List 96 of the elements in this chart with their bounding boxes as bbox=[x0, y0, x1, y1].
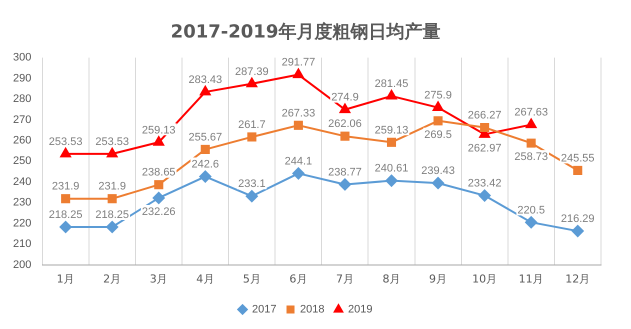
point bbox=[60, 220, 72, 233]
data-label: 218.25 bbox=[48, 209, 82, 222]
x-tick-label: 3月 bbox=[150, 272, 168, 286]
point bbox=[572, 225, 584, 238]
point bbox=[340, 132, 350, 141]
y-tick-label: 300 bbox=[12, 52, 32, 64]
data-label: 287.39 bbox=[235, 66, 269, 78]
point bbox=[200, 144, 210, 154]
data-label: 255.67 bbox=[188, 131, 222, 144]
data-label: 269.5 bbox=[424, 128, 452, 141]
point bbox=[61, 194, 70, 204]
x-tick-label: 11月 bbox=[518, 272, 544, 286]
data-label: 233.1 bbox=[238, 178, 266, 190]
point bbox=[573, 166, 582, 175]
y-tick-label: 280 bbox=[12, 93, 32, 106]
x-tick-label: 10月 bbox=[472, 272, 498, 286]
y-tick-label: 250 bbox=[12, 155, 32, 168]
data-label: 233.42 bbox=[468, 178, 502, 190]
x-tick-label: 7月 bbox=[336, 272, 354, 286]
point bbox=[152, 192, 165, 204]
data-label: 242.6 bbox=[192, 158, 220, 171]
point bbox=[386, 90, 397, 100]
x-tick-label: 6月 bbox=[289, 272, 308, 286]
data-label: 262.06 bbox=[328, 118, 362, 130]
data-label: 231.9 bbox=[98, 180, 126, 193]
point bbox=[525, 216, 538, 228]
y-tick-label: 210 bbox=[12, 238, 32, 250]
point bbox=[247, 132, 256, 142]
chart-title: 2017-2019年月度粗钢日均产量 bbox=[170, 21, 440, 42]
point bbox=[386, 138, 396, 147]
data-label: 283.43 bbox=[188, 74, 222, 86]
y-tick-label: 230 bbox=[12, 196, 32, 209]
point bbox=[293, 68, 304, 78]
data-label: 259.13 bbox=[142, 124, 176, 136]
data-label: 231.9 bbox=[52, 180, 80, 193]
x-tick-label: 12月 bbox=[565, 272, 590, 286]
data-label: 245.55 bbox=[560, 152, 595, 164]
x-tick-label: 9月 bbox=[429, 272, 448, 286]
data-label: 232.26 bbox=[142, 206, 176, 218]
point bbox=[480, 122, 490, 132]
data-label: 240.61 bbox=[374, 162, 408, 175]
data-label: 239.43 bbox=[421, 165, 455, 178]
point bbox=[386, 174, 398, 187]
point bbox=[292, 167, 304, 180]
point bbox=[434, 116, 443, 126]
point bbox=[153, 136, 164, 146]
point bbox=[200, 86, 211, 96]
data-label: 275.9 bbox=[424, 90, 452, 102]
point bbox=[246, 78, 258, 88]
data-label: 253.53 bbox=[48, 136, 82, 148]
data-label: 266.27 bbox=[468, 110, 502, 122]
point bbox=[246, 190, 258, 202]
data-label: 274.9 bbox=[331, 92, 359, 104]
point bbox=[338, 178, 351, 190]
x-tick-label: 4月 bbox=[196, 272, 214, 286]
data-label: 253.53 bbox=[95, 136, 130, 148]
data-label: 220.5 bbox=[517, 204, 545, 216]
legend-label: 2018 bbox=[300, 304, 324, 316]
point bbox=[60, 148, 71, 158]
y-tick-label: 270 bbox=[12, 114, 32, 126]
data-label: 267.63 bbox=[514, 106, 548, 119]
data-label: 244.1 bbox=[284, 155, 312, 168]
data-label: 216.29 bbox=[560, 213, 595, 226]
data-label: 262.97 bbox=[468, 142, 502, 154]
x-tick-label: 8月 bbox=[382, 272, 401, 286]
point bbox=[108, 194, 117, 204]
point bbox=[106, 148, 118, 158]
y-tick-label: 240 bbox=[12, 176, 32, 188]
point bbox=[432, 102, 444, 112]
legend-label: 2017 bbox=[252, 304, 277, 316]
data-label: 281.45 bbox=[374, 78, 408, 90]
data-label: 238.77 bbox=[328, 166, 362, 178]
data-label: 291.77 bbox=[282, 56, 316, 69]
y-tick-label: 200 bbox=[12, 258, 32, 271]
point bbox=[199, 170, 212, 183]
data-label: 258.73 bbox=[514, 151, 548, 164]
data-label: 218.25 bbox=[95, 209, 130, 222]
x-tick-label: 5月 bbox=[242, 272, 261, 286]
data-label: 261.7 bbox=[238, 118, 266, 131]
y-tick-label: 290 bbox=[12, 72, 32, 84]
data-label: 267.33 bbox=[282, 107, 316, 120]
x-tick-label: 2月 bbox=[103, 272, 122, 286]
point bbox=[340, 104, 350, 114]
y-tick-label: 220 bbox=[12, 217, 32, 230]
point bbox=[432, 177, 444, 190]
data-label: 259.13 bbox=[374, 124, 408, 136]
y-tick-label: 260 bbox=[12, 134, 32, 147]
data-label: 238.65 bbox=[142, 166, 176, 179]
point bbox=[526, 138, 536, 148]
point bbox=[526, 118, 536, 128]
point bbox=[154, 180, 164, 190]
legend-label: 2019 bbox=[348, 304, 372, 316]
point bbox=[106, 220, 118, 233]
point bbox=[478, 190, 491, 202]
point bbox=[294, 120, 303, 130]
x-tick-label: 1月 bbox=[56, 272, 75, 286]
